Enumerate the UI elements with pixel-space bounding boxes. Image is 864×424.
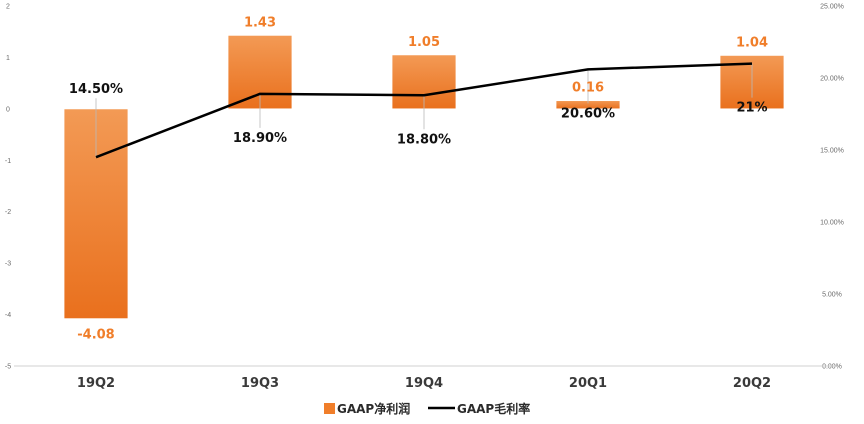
right-tick-label: 10.00% [820,220,844,227]
line-label: 18.80% [397,132,451,147]
category-label: 19Q2 [77,376,115,391]
right-tick-label: 25.00% [820,4,844,11]
legend-swatch-bar [324,403,335,414]
left-tick-label: -1 [5,158,11,165]
bar-label: 1.05 [408,35,440,50]
left-tick-label: 2 [6,4,10,11]
gross-margin-line [95,62,753,159]
left-tick-label: -4 [5,312,11,319]
line-label: 14.50% [69,82,123,97]
legend-label-line: GAAP毛利率 [457,401,530,416]
bar-label: -4.08 [77,328,114,343]
label-connectors [95,63,753,158]
right-tick-label: 15.00% [820,148,844,155]
bar-label: 0.16 [572,81,604,96]
left-tick-label: -2 [5,209,11,216]
right-axis: 25.00% 20.00% 15.00% 10.00% 5.00% 0.00% [820,4,844,371]
left-tick-label: 1 [6,55,10,62]
line-data-labels: 14.50% 18.90% 18.80% 20.60% 21% [69,82,768,147]
category-label: 20Q1 [569,376,607,391]
category-label: 20Q2 [733,376,771,391]
legend: GAAP净利润 GAAP毛利率 [324,401,530,416]
bar-data-labels: -4.08 1.43 1.05 0.16 1.04 [77,15,768,342]
right-tick-label: 5.00% [822,292,842,299]
left-tick-label: -3 [5,261,11,268]
bar-label: 1.43 [244,15,276,30]
legend-label-bar: GAAP净利润 [337,401,410,416]
line-series [95,62,753,159]
category-label: 19Q3 [241,376,279,391]
bar-label: 1.04 [736,35,768,50]
category-labels: 19Q2 19Q3 19Q4 20Q1 20Q2 [77,376,771,391]
right-tick-label: 20.00% [820,76,844,83]
category-label: 19Q4 [405,376,443,391]
line-label: 18.90% [233,131,287,146]
left-tick-label: -5 [5,364,11,371]
left-tick-label: 0 [6,106,10,113]
line-label: 21% [736,101,767,116]
right-tick-label: 0.00% [822,364,842,371]
line-label: 20.60% [561,106,615,121]
bar-series [63,34,785,320]
left-axis: 2 1 0 -1 -2 -3 -4 -5 [5,4,11,371]
